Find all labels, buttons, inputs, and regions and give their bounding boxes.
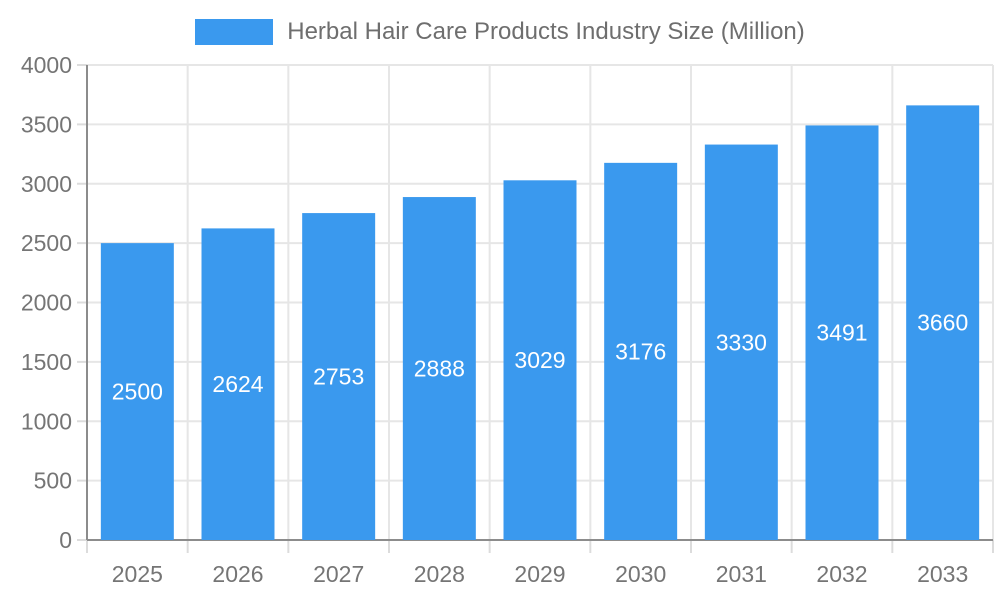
ytick-label-1000: 1000 <box>21 408 72 434</box>
bar-2032 <box>805 125 879 540</box>
bar-2031 <box>704 144 778 540</box>
bar-2029 <box>503 180 577 540</box>
bar-value-label-2033: 3660 <box>917 310 968 336</box>
bar-value-label-2031: 3330 <box>716 329 767 355</box>
bar-value-label-2027: 2753 <box>313 364 364 390</box>
bar-value-label-2030: 3176 <box>615 338 666 364</box>
xtick-label-2028: 2028 <box>414 561 465 587</box>
xtick-label-2025: 2025 <box>112 561 163 587</box>
xtick-label-2033: 2033 <box>917 561 968 587</box>
bar-2026 <box>201 228 275 540</box>
ytick-label-1500: 1500 <box>21 349 72 375</box>
bar-value-label-2032: 3491 <box>816 320 867 346</box>
bar-value-label-2026: 2624 <box>212 371 263 397</box>
legend-swatch <box>195 19 274 45</box>
ytick-label-3500: 3500 <box>21 111 72 137</box>
ytick-label-0: 0 <box>59 527 72 553</box>
ytick-label-3000: 3000 <box>21 171 72 197</box>
xtick-label-2029: 2029 <box>514 561 565 587</box>
bar-value-label-2025: 2500 <box>112 379 163 405</box>
bar-2028 <box>402 197 476 541</box>
ytick-label-4000: 4000 <box>21 52 72 78</box>
bar-2033 <box>906 105 980 540</box>
bar-value-label-2029: 3029 <box>514 347 565 373</box>
ytick-label-2000: 2000 <box>21 290 72 316</box>
ytick-label-500: 500 <box>34 468 72 494</box>
xtick-label-2032: 2032 <box>816 561 867 587</box>
xtick-label-2030: 2030 <box>615 561 666 587</box>
bar-2025 <box>100 243 174 540</box>
xtick-label-2026: 2026 <box>212 561 263 587</box>
xtick-label-2027: 2027 <box>313 561 364 587</box>
chart-legend: Herbal Hair Care Products Industry Size … <box>0 17 1000 47</box>
ytick-label-2500: 2500 <box>21 230 72 256</box>
xtick-label-2031: 2031 <box>716 561 767 587</box>
bar-2030 <box>604 162 678 540</box>
bar-value-label-2028: 2888 <box>414 356 465 382</box>
bar-2027 <box>302 213 376 541</box>
legend-label: Herbal Hair Care Products Industry Size … <box>287 18 805 45</box>
